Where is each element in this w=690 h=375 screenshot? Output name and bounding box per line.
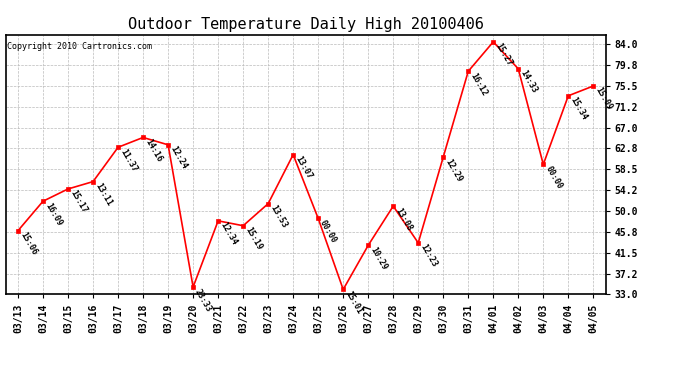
Text: 16:09: 16:09 bbox=[43, 201, 63, 227]
Text: 00:00: 00:00 bbox=[543, 165, 564, 190]
Text: 11:37: 11:37 bbox=[118, 147, 139, 173]
Text: 13:07: 13:07 bbox=[293, 154, 313, 181]
Text: 15:06: 15:06 bbox=[18, 231, 39, 257]
Text: 16:12: 16:12 bbox=[469, 71, 489, 98]
Text: 15:19: 15:19 bbox=[243, 226, 264, 252]
Text: 15:27: 15:27 bbox=[493, 42, 513, 68]
Text: 12:34: 12:34 bbox=[218, 221, 239, 247]
Text: 10:29: 10:29 bbox=[368, 245, 388, 272]
Text: 13:08: 13:08 bbox=[393, 206, 413, 232]
Text: Copyright 2010 Cartronics.com: Copyright 2010 Cartronics.com bbox=[7, 42, 152, 51]
Text: 14:16: 14:16 bbox=[143, 138, 164, 164]
Text: 15:34: 15:34 bbox=[569, 96, 589, 122]
Text: 14:33: 14:33 bbox=[518, 69, 539, 95]
Text: 12:29: 12:29 bbox=[443, 157, 464, 183]
Text: 12:24: 12:24 bbox=[168, 145, 188, 171]
Text: 00:00: 00:00 bbox=[318, 218, 339, 244]
Text: 13:11: 13:11 bbox=[93, 182, 113, 208]
Text: 15:01: 15:01 bbox=[343, 290, 364, 316]
Text: 12:23: 12:23 bbox=[418, 243, 439, 269]
Title: Outdoor Temperature Daily High 20100406: Outdoor Temperature Daily High 20100406 bbox=[128, 17, 484, 32]
Text: 15:09: 15:09 bbox=[593, 86, 613, 112]
Text: 15:17: 15:17 bbox=[68, 189, 88, 215]
Text: 13:53: 13:53 bbox=[268, 204, 288, 230]
Text: 23:33: 23:33 bbox=[193, 287, 213, 313]
